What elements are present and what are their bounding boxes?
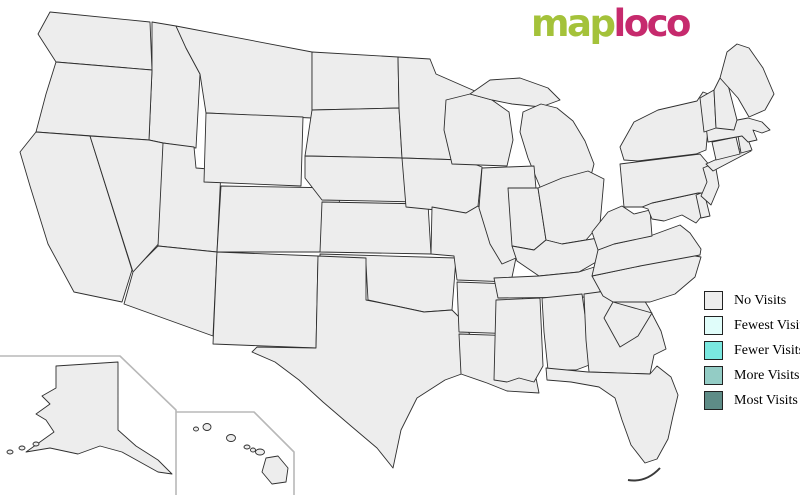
legend-swatch-no-visits (704, 291, 723, 310)
state-alabama (541, 293, 593, 371)
legend-swatch-fewest-visits (704, 316, 723, 335)
state-michigan-upper (469, 77, 561, 108)
state-maine (719, 43, 775, 118)
state-mississippi (493, 297, 544, 383)
state-south-dakota (304, 107, 403, 159)
state-texas (251, 255, 473, 469)
hawaii-island-big-island (261, 455, 289, 485)
hawaii-island-oahu (226, 434, 236, 442)
hawaii-island-niihau (193, 426, 199, 432)
state-nebraska (304, 155, 420, 203)
logo-part-loco: loco (613, 2, 692, 45)
legend-item-no-visits: No Visits (704, 291, 800, 310)
state-alaska (25, 361, 173, 475)
aleutian-island-3 (32, 441, 40, 447)
legend-label: More Visits (734, 367, 800, 383)
legend-label: Most Visits (734, 392, 798, 408)
state-wisconsin (443, 93, 514, 167)
hawaii-island-maui (255, 448, 265, 456)
hawaii-island-lanai (250, 447, 256, 453)
state-iowa (401, 157, 483, 214)
legend-label: Fewer Visits (734, 342, 800, 358)
state-pennsylvania (619, 153, 712, 208)
state-kansas (319, 201, 432, 255)
legend-swatch-more-visits (704, 366, 723, 385)
legend-item-fewest-visits: Fewest Visits (704, 316, 800, 335)
hawaii-inset-border (176, 411, 295, 495)
state-north-dakota (311, 51, 400, 111)
aleutian-island-2 (18, 445, 26, 451)
logo-part-map: map (531, 2, 616, 45)
legend-swatch-fewer-visits (704, 341, 723, 360)
legend-label: No Visits (734, 292, 787, 308)
legend-item-most-visits: Most Visits (704, 391, 800, 410)
hawaii-island-kauai (202, 423, 212, 431)
state-oregon (35, 61, 153, 141)
alaska-inset-border (0, 355, 177, 495)
legend-item-more-visits: More Visits (704, 366, 800, 385)
maploco-logo[interactable]: maploco (531, 2, 692, 45)
state-south-carolina (603, 301, 653, 348)
state-wyoming (203, 112, 304, 187)
state-michigan-lower (519, 103, 595, 188)
state-new-mexico (212, 251, 319, 349)
legend-label: Fewest Visits (734, 317, 800, 333)
state-washington (37, 11, 153, 71)
visits-legend: No Visits Fewest Visits Fewer Visits Mor… (704, 291, 800, 416)
hawaii-island-molokai (243, 444, 251, 450)
legend-swatch-most-visits (704, 391, 723, 410)
florida-keys (627, 467, 661, 482)
state-florida (545, 365, 679, 464)
legend-item-fewer-visits: Fewer Visits (704, 341, 800, 360)
aleutian-island-1 (6, 449, 14, 455)
